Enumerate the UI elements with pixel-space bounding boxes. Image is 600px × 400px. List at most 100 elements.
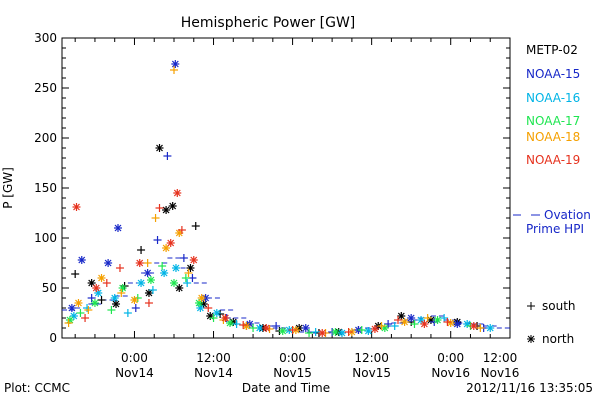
point-noaa-16-south [390,322,399,330]
legend-north-asterisk-icon [527,335,535,343]
point-noaa-16-north [212,309,221,317]
plot-area [61,37,511,339]
point-noaa-15-south [131,304,140,312]
point-noaa-15-north [143,269,152,277]
point-noaa-19-north [469,322,478,330]
point-noaa-18-north [400,318,409,326]
point-noaa-18-north [197,294,206,302]
x-tick-label-time: 12:00 [483,351,518,365]
point-noaa-16-north [486,324,495,332]
x-tick-label-time: 0:00 [279,351,306,365]
point-noaa-19-north [420,320,429,328]
legend-south-label: south [542,299,576,313]
point-noaa-15-north [171,60,180,68]
point-noaa-15-north [114,224,122,232]
legend-north-label: north [542,332,574,346]
point-metp-02-north [112,300,121,308]
legend-south-plus-icon [527,302,535,310]
point-noaa-19-south [288,326,297,334]
ovation-hpi-layer [62,257,510,334]
point-metp-02-north [186,264,195,272]
point-noaa-15-north [301,324,310,332]
point-noaa-18-south [117,289,126,297]
point-noaa-19-south [394,316,402,324]
point-noaa-19-south [155,204,164,212]
point-metp-02-north [155,144,164,152]
legend-label-noaa-15: NOAA-15 [526,67,580,81]
y-tick-label: 150 [34,181,57,195]
y-tick-label: 50 [42,281,57,295]
point-noaa-17-south [181,274,190,282]
legend-label-noaa-17: NOAA-17 [526,114,580,128]
x-tick-label-date: Nov15 [273,366,312,380]
point-noaa-18-south [170,66,178,74]
point-noaa-17-south [209,314,218,322]
point-noaa-17-south [76,309,85,317]
x-tick-label-date: Nov16 [431,366,470,380]
point-noaa-16-north [160,269,169,277]
point-noaa-16-north [171,264,180,272]
point-noaa-19-north [135,259,144,267]
legend-label-metp-02: METP-02 [526,43,578,57]
point-noaa-17-north [170,279,178,287]
y-tick-label: 300 [34,31,57,45]
point-noaa-18-south [151,214,160,222]
point-noaa-19-north [370,325,379,333]
x-tick-label-time: 12:00 [196,351,231,365]
point-noaa-18-south [143,259,152,267]
point-metp-02-south [137,246,146,254]
point-noaa-17-north [195,299,204,307]
y-axis-tick-labels: 0 50 100 150 200 250 300 [34,31,57,345]
point-noaa-16-north [196,304,205,312]
x-tick-label-time: 0:00 [437,351,464,365]
point-noaa-18-south [64,319,73,327]
point-noaa-17-south [107,306,116,314]
point-noaa-19-north [72,203,81,211]
legend-label-noaa-16: NOAA-16 [526,91,580,105]
point-noaa-15-north [77,256,86,264]
point-noaa-15-south [163,152,172,160]
point-metp-02-north [397,312,406,320]
plot-timestamp: 2012/11/16 13:35:05 [466,381,593,395]
point-noaa-15-south [179,254,188,262]
x-tick-label-date: Nov14 [194,366,233,380]
x-tick-label-date: Nov16 [481,366,520,380]
point-noaa-19-south [239,321,248,329]
point-noaa-19-south [344,328,353,336]
y-axis-label: P [GW] [1,167,15,209]
legend: METP-02 NOAA-15 NOAA-16 NOAA-17 NOAA-18 … [513,43,591,346]
point-noaa-19-north [221,314,230,322]
x-tick-label-time: 0:00 [121,351,148,365]
point-metp-02-south [97,296,106,304]
point-noaa-17-south [410,320,419,328]
point-noaa-19-south [115,264,124,272]
point-noaa-17-north [90,299,99,307]
point-noaa-18-north [242,322,251,330]
point-noaa-18-south [377,322,386,330]
point-noaa-17-north [146,276,155,284]
point-noaa-15-south [384,320,393,328]
point-noaa-19-north [166,239,175,247]
chart-title: Hemispheric Power [GW] [181,15,356,31]
point-noaa-18-south [184,269,193,277]
point-metp-02-north [162,206,171,214]
point-noaa-17-south [133,294,142,302]
point-noaa-19-north [173,189,182,197]
point-noaa-16-north [110,294,119,302]
x-tick-label-time: 12:00 [354,351,389,365]
x-tick-label-date: Nov14 [115,366,154,380]
point-noaa-18-south [84,306,93,314]
point-noaa-18-south [476,324,485,332]
point-metp-02-south [191,222,200,230]
point-noaa-18-north [130,296,139,304]
point-noaa-16-south [83,304,92,312]
point-noaa-16-north [364,327,373,335]
legend-label-noaa-19: NOAA-19 [526,153,580,167]
x-axis-tick-labels: 0:00Nov1412:00Nov140:00Nov1512:00Nov150:… [115,351,519,380]
x-tick-label-date: Nov15 [352,366,391,380]
data-points-layer [64,60,495,337]
point-noaa-15-south [153,236,162,244]
point-noaa-17-south [158,262,167,270]
y-tick-label: 200 [34,131,57,145]
